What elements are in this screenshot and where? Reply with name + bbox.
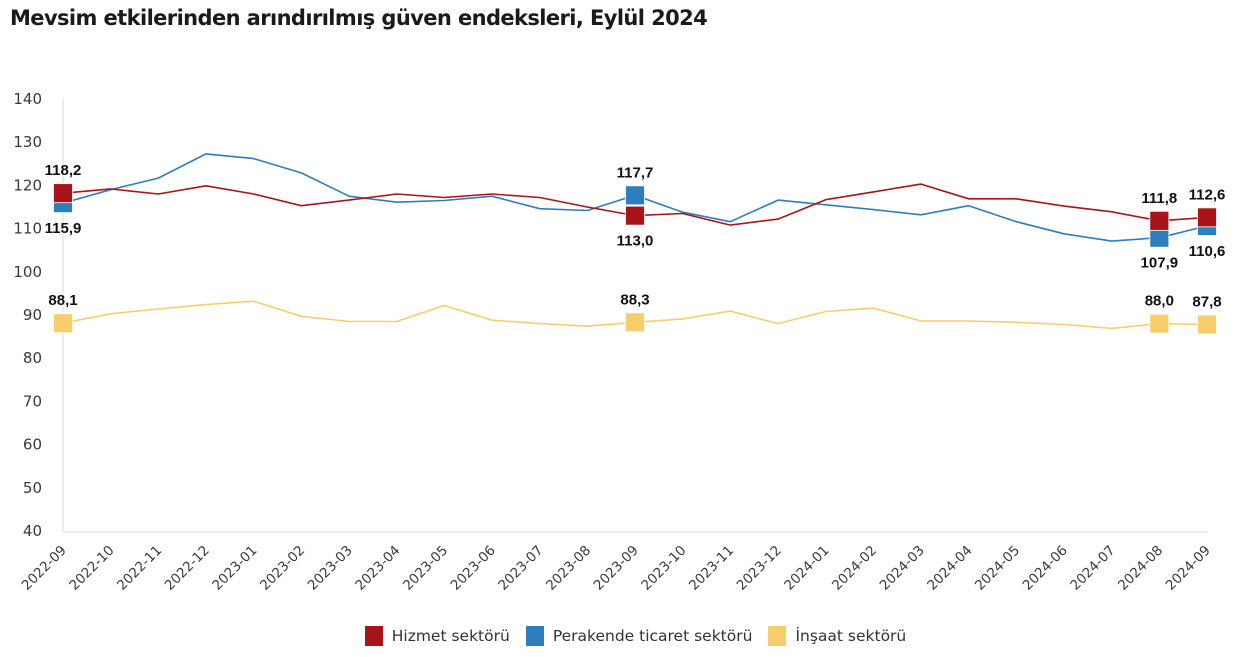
data-marker — [1149, 210, 1170, 231]
x-tick-label: 2024-07 — [1067, 543, 1118, 594]
data-marker — [53, 183, 73, 204]
highlight-markers — [53, 183, 1217, 335]
y-tick-label: 90 — [23, 306, 42, 324]
y-tick-label: 40 — [23, 522, 42, 540]
data-label: 110,6 — [1189, 243, 1226, 260]
data-label: 115,9 — [45, 220, 82, 237]
y-tick-label: 80 — [23, 349, 42, 367]
data-marker — [1149, 313, 1170, 334]
data-labels: 118,2 115,9 88,1 117,7 113,0 88,3 111,8 107,9 88… — [45, 162, 1226, 310]
x-tick-label: 2024-04 — [924, 543, 975, 594]
data-label: 117,7 — [617, 164, 654, 181]
data-marker — [1197, 207, 1217, 228]
y-tick-label: 50 — [23, 479, 42, 497]
x-tick-label: 2024-05 — [972, 543, 1023, 594]
legend-item[interactable]: Hizmet sektörü — [364, 626, 510, 646]
x-tick-label: 2024-09 — [1163, 543, 1214, 594]
legend-item[interactable]: İnşaat sektörü — [768, 626, 906, 646]
x-tick-label: 2022-10 — [66, 543, 117, 594]
y-tick-label: 100 — [13, 263, 42, 281]
x-tick-label: 2024-08 — [1115, 543, 1166, 594]
x-tick-label: 2023-08 — [543, 543, 594, 594]
y-tick-label: 140 — [13, 90, 42, 108]
data-marker — [53, 313, 73, 334]
x-tick-label: 2024-06 — [1020, 543, 1071, 594]
data-label: 88,0 — [1145, 293, 1174, 310]
data-marker — [625, 185, 645, 206]
x-tick-label: 2024-02 — [829, 543, 880, 594]
x-tick-label: 2023-05 — [400, 543, 451, 594]
legend-label: Hizmet sektörü — [391, 627, 510, 645]
legend-label: İnşaat sektörü — [795, 627, 907, 645]
data-marker — [625, 205, 645, 226]
legend-swatch — [364, 626, 383, 646]
x-tick-label: 2023-11 — [686, 543, 737, 594]
data-marker — [625, 312, 645, 333]
data-label: 107,9 — [1141, 255, 1179, 272]
legend-item[interactable]: Perakende ticaret sektörü — [525, 626, 753, 646]
data-marker — [1197, 314, 1217, 335]
data-marker — [1149, 227, 1170, 248]
data-label: 111,8 — [1141, 190, 1177, 207]
x-tick-label: 2023-06 — [448, 543, 499, 594]
chart-title: Mevsim etkilerinden arındırılmış güven e… — [10, 6, 708, 30]
legend: Hizmet sektörü Perakende ticaret sektörü İ… — [0, 626, 1251, 646]
legend-label: Perakende ticaret sektörü — [552, 627, 753, 645]
x-tick-label: 2022-11 — [114, 543, 165, 594]
legend-swatch — [768, 626, 787, 646]
x-tick-label: 2023-01 — [209, 543, 260, 594]
data-label: 88,3 — [620, 291, 649, 308]
data-label: 88,1 — [48, 292, 77, 309]
y-tick-label: 120 — [13, 176, 42, 194]
axes: 1401301201101009080706050402022-092022-1… — [13, 90, 1213, 594]
x-tick-label: 2023-02 — [257, 543, 308, 594]
y-tick-label: 130 — [13, 133, 42, 151]
x-tick-label: 2023-09 — [591, 543, 642, 594]
data-label: 113,0 — [617, 233, 654, 250]
x-tick-label: 2024-01 — [781, 543, 832, 594]
x-tick-label: 2024-03 — [877, 543, 928, 594]
y-tick-label: 110 — [13, 220, 42, 238]
x-tick-label: 2023-04 — [352, 543, 403, 594]
x-tick-label: 2022-12 — [162, 543, 213, 594]
x-tick-label: 2023-07 — [495, 543, 546, 594]
x-tick-label: 2023-10 — [638, 543, 689, 594]
y-tick-label: 70 — [23, 392, 42, 410]
data-label: 87,8 — [1192, 294, 1221, 311]
x-tick-label: 2022-09 — [19, 543, 70, 594]
legend-swatch — [525, 626, 544, 646]
y-tick-label: 60 — [23, 436, 42, 454]
x-tick-label: 2023-03 — [305, 543, 356, 594]
data-label: 118,2 — [45, 162, 82, 179]
data-label: 112,6 — [1189, 186, 1226, 203]
x-tick-label: 2023-12 — [734, 543, 785, 594]
